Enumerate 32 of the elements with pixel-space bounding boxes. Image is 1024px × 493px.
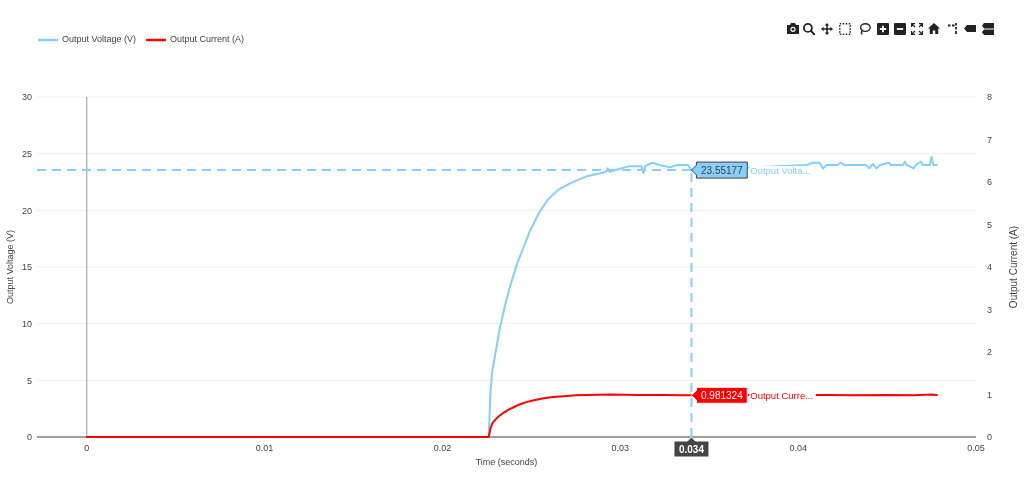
x-tick-label: 0.04: [789, 443, 807, 454]
y-axis-title: Output Voltage (V): [5, 229, 15, 305]
x-tick-label: 0.05: [967, 443, 985, 454]
y2-tick-label: 1: [987, 389, 993, 400]
x-tick-label: 0.01: [255, 443, 274, 454]
x-axis-title: Time (seconds): [475, 457, 538, 467]
y2-axis-title: Output Current (A): [1007, 225, 1019, 309]
y-tick-label: 20: [21, 205, 32, 216]
y2-tick-label: 5: [987, 219, 993, 230]
y2-tick-label: 3: [987, 304, 993, 315]
ref-line-label: 0.034: [678, 443, 705, 455]
y-tick-label: 25: [21, 148, 32, 159]
y-tick-label: 10: [21, 318, 32, 329]
annotation: Output Curre...: [750, 389, 814, 401]
y2-tick-label: 2: [987, 347, 993, 358]
y2-tick-label: 6: [987, 177, 993, 188]
y-tick-label: 5: [26, 375, 32, 386]
annotation: Output Volta...: [750, 164, 811, 176]
x-tick-label: 0: [84, 443, 90, 454]
y2-tick-label: 4: [987, 262, 993, 273]
x-tick-label: 0.03: [611, 443, 630, 454]
y-tick-label: 15: [21, 262, 32, 273]
y-tick-label: 30: [21, 92, 32, 103]
x-tick-label: 0.02: [433, 443, 452, 454]
y2-tick-label: 0: [987, 432, 993, 443]
legend-label: Output Current (A): [170, 34, 245, 45]
data-label: 23.55177: [701, 164, 744, 176]
y2-tick-label: 7: [987, 134, 993, 145]
y2-tick-label: 8: [987, 92, 993, 103]
data-label: 0.981324: [701, 389, 744, 401]
y-tick-label: 0: [26, 432, 32, 443]
legend-label: Output Voltage (V): [62, 34, 137, 45]
